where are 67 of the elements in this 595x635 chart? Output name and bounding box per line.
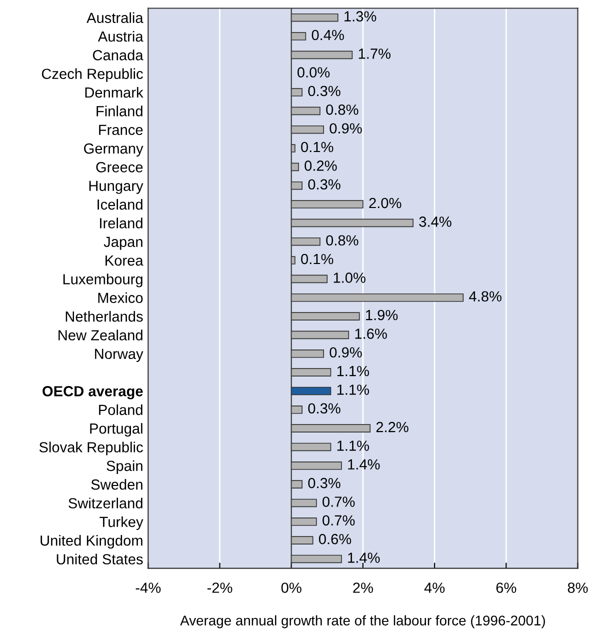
data-label: 0.4% <box>312 30 344 40</box>
data-label: 0.3% <box>308 179 340 190</box>
y-tick-label: United Kingdom <box>40 535 142 549</box>
y-tick-label: Ireland <box>100 218 142 228</box>
y-tick-label: Portugal <box>90 423 142 437</box>
y-tick-label: OECD average <box>42 386 143 400</box>
data-label: 2.0% <box>369 198 402 208</box>
data-label: 0.0% <box>297 67 330 78</box>
data-label: 1.9% <box>366 310 398 320</box>
x-tick-label: 8% <box>568 582 588 593</box>
y-tick-label: Finland <box>96 106 142 116</box>
x-axis-title: Average annual growth rate of the labour force (1996-2001) <box>180 615 545 628</box>
y-tick-label: Greece <box>96 162 143 172</box>
data-label: 1.4% <box>348 552 380 563</box>
x-tick-label: 0% <box>281 582 302 593</box>
y-tick-label: Sweden <box>91 479 142 490</box>
data-label: 0.1% <box>301 142 334 152</box>
y-tick-label: Hungary <box>89 180 144 194</box>
data-label: 2.2% <box>376 422 408 432</box>
y-tick-label: Poland <box>99 404 142 416</box>
y-tick-label: Norway <box>95 348 144 362</box>
data-label: 0.9% <box>330 123 362 134</box>
data-label: 0.9% <box>330 347 362 358</box>
y-tick-label: Spain <box>106 460 142 474</box>
y-tick-label: Korea <box>106 256 144 266</box>
data-label: 4.8% <box>469 291 502 302</box>
data-label: 3.4% <box>419 216 452 227</box>
y-tick-label: Canada <box>92 50 144 60</box>
y-tick-label: Switzerland <box>68 498 142 508</box>
y-tick-label: New Zealand <box>58 330 142 340</box>
data-label: 0.7% <box>322 515 355 526</box>
data-label: 0.3% <box>308 403 340 414</box>
data-label: 1.1% <box>337 440 370 451</box>
data-label: 1.3% <box>344 11 376 22</box>
y-tick-label: Iceland <box>98 198 142 210</box>
data-label: 0.8% <box>326 235 358 246</box>
data-label: 1.4% <box>348 459 380 470</box>
y-tick-label: Turkey <box>100 516 144 530</box>
data-label: 0.1% <box>301 254 334 264</box>
x-tick-label: 4% <box>424 582 445 593</box>
y-tick-label: Austria <box>98 30 144 42</box>
data-label: 0.2% <box>304 160 337 171</box>
data-label: 1.0% <box>334 272 366 283</box>
y-tick-label: Netherlands <box>66 311 143 322</box>
y-tick-label: Luxembourg <box>63 274 142 288</box>
data-label: 0.7% <box>322 496 355 507</box>
y-tick-label: United States <box>56 554 143 564</box>
x-tick-label: 6% <box>496 582 516 593</box>
y-tick-label: Australia <box>86 12 144 24</box>
y-tick-label: Japan <box>104 236 142 250</box>
data-label: 1.1% <box>337 366 370 376</box>
x-tick-label: -4% <box>136 582 161 593</box>
y-tick-label: Germany <box>84 143 144 157</box>
data-label: 1.6% <box>355 328 387 339</box>
data-label: 0.8% <box>326 104 358 115</box>
y-tick-label: Denmark <box>85 86 144 98</box>
data-label: 0.3% <box>308 86 340 96</box>
y-tick-label: France <box>99 124 143 136</box>
data-label: 1.7% <box>358 48 390 59</box>
y-tick-label: Mexico <box>98 292 143 304</box>
data-label: 0.3% <box>308 478 340 488</box>
x-tick-label: -2% <box>207 582 232 593</box>
y-tick-label: Slovak Republic <box>39 442 143 456</box>
data-label: 1.1% <box>337 384 370 395</box>
x-tick-label: 2% <box>353 582 373 593</box>
data-label: 0.6% <box>318 534 352 544</box>
y-tick-label: Czech Republic <box>42 68 143 82</box>
